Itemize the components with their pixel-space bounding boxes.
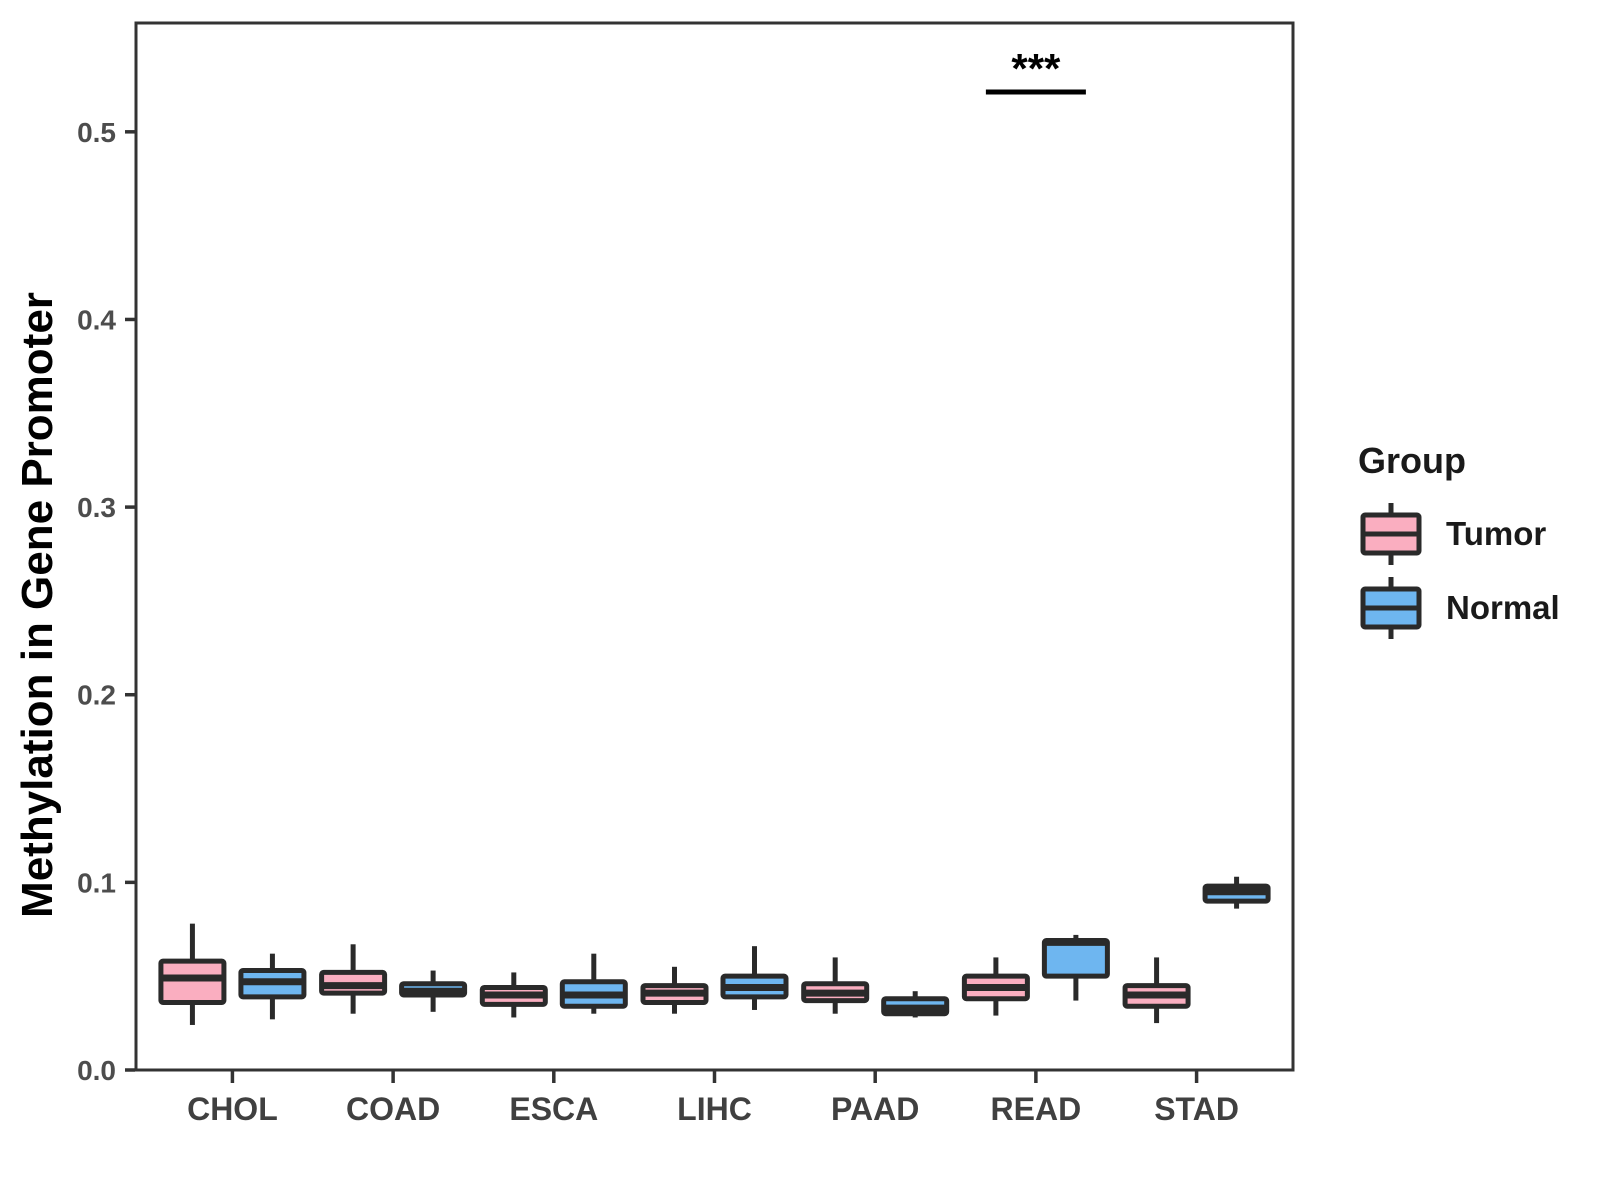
boxplot-coad-normal xyxy=(399,970,468,1012)
legend-title: Group xyxy=(1358,440,1466,481)
legend-key-boxplot-icon xyxy=(1360,503,1422,565)
legend-key-boxplot-icon xyxy=(1360,577,1422,639)
y-tick-label: 0.0 xyxy=(77,1055,116,1086)
boxplot-lihc-normal xyxy=(720,946,789,1010)
iqr-box xyxy=(158,958,227,1005)
boxplot-read-normal xyxy=(1041,934,1110,1001)
y-tick-label: 0.2 xyxy=(77,680,116,711)
y-tick-label: 0.1 xyxy=(77,867,116,898)
legend: Group Tumor Normal xyxy=(1358,440,1560,650)
boxplot-paad-normal xyxy=(881,991,950,1018)
significance-stars: *** xyxy=(1011,45,1061,92)
legend-items: Tumor Normal xyxy=(1358,502,1560,640)
x-tick-label: READ xyxy=(991,1091,1082,1127)
x-tick-label: COAD xyxy=(346,1091,440,1127)
y-tick-label: 0.5 xyxy=(77,117,116,148)
x-tick-label: STAD xyxy=(1154,1091,1239,1127)
y-tick-label: 0.4 xyxy=(77,304,116,335)
panel-border xyxy=(134,21,1295,1072)
boxplot-stad-normal xyxy=(1202,876,1271,909)
legend-item-normal: Normal xyxy=(1358,576,1560,640)
x-tick-label: LIHC xyxy=(677,1091,752,1127)
boxplot-esca-tumor xyxy=(479,972,548,1018)
x-tick-label: ESCA xyxy=(509,1091,598,1127)
boxplot-chol-normal xyxy=(238,953,307,1020)
boxplot-esca-normal xyxy=(559,953,628,1014)
legend-item-label: Normal xyxy=(1446,589,1560,626)
x-tick-label: PAAD xyxy=(831,1091,919,1127)
legend-item-tumor: Tumor xyxy=(1358,502,1560,566)
boxplot-lihc-tumor xyxy=(640,966,709,1014)
x-tick-label: CHOL xyxy=(187,1091,278,1127)
y-tick-label: 0.3 xyxy=(77,492,116,523)
boxplot-chol-tumor xyxy=(158,923,227,1025)
boxplot-coad-tumor xyxy=(319,944,388,1014)
boxplot-stad-tumor xyxy=(1122,957,1191,1024)
legend-item-label: Tumor xyxy=(1446,515,1547,552)
boxplot-paad-tumor xyxy=(801,957,870,1014)
boxplot-read-tumor xyxy=(961,957,1030,1016)
